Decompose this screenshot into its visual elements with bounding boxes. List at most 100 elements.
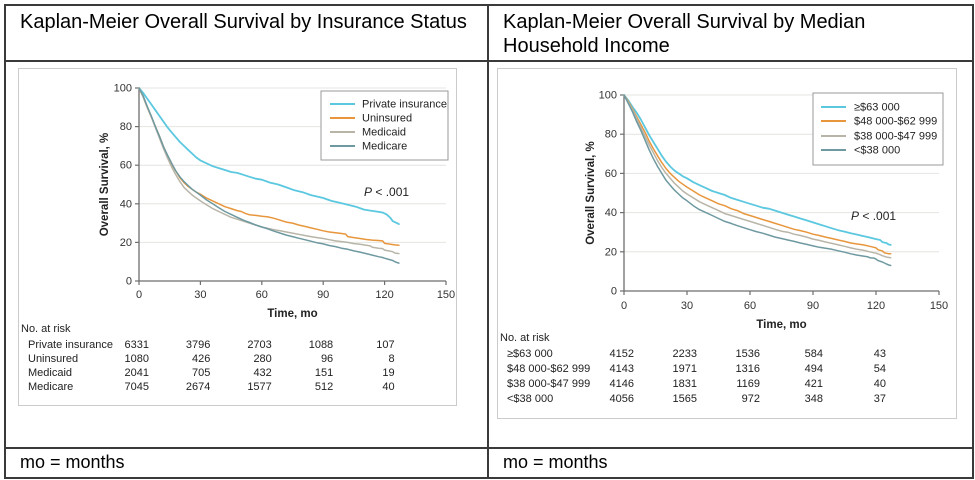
risk-value: 1831 [672, 378, 697, 390]
x-axis-title: Time, mo [267, 308, 317, 320]
x-tick-label: 60 [744, 300, 756, 312]
footer-left: mo = months [6, 447, 487, 477]
p-value: P < .001 [851, 209, 896, 223]
risk-row-label: $38 000-$47 999 [507, 378, 591, 390]
legend-label: Private insurance [362, 99, 447, 111]
risk-value: 43 [873, 348, 886, 360]
risk-row-label: $48 000-$62 999 [507, 363, 591, 375]
y-tick-label: 100 [114, 83, 132, 95]
risk-value: 151 [314, 367, 334, 379]
legend-label: ≥$63 000 [854, 102, 900, 114]
km-curve-2 [623, 94, 892, 255]
risk-value: 432 [253, 367, 272, 379]
risk-value: 7045 [124, 381, 149, 393]
x-tick-label: 0 [621, 300, 627, 312]
risk-value: 1536 [735, 348, 760, 360]
legend-label: Uninsured [362, 113, 412, 125]
legend-label: <$38 000 [854, 145, 900, 157]
km-chart-income: 0 30 60 90 120 150 0 20 40 60 80 100 Time, mo Overall… [585, 90, 948, 332]
y-tick-label: 40 [120, 198, 132, 210]
y-tick-label: 20 [605, 246, 617, 258]
risk-value: 107 [376, 339, 395, 351]
x-tick-label: 90 [807, 300, 819, 312]
y-axis-title: Overall Survival, % [99, 133, 111, 237]
y-axis-title: Overall Survival, % [585, 141, 597, 245]
risk-value: 4143 [609, 363, 634, 375]
y-tick-label: 80 [605, 129, 617, 141]
risk-value: 40 [382, 381, 395, 393]
risk-table: No. at risk ≥$63 000 4152 2233 1536 584 43 $48 … [498, 69, 956, 418]
km-figure-box: 0 30 60 90 120 150 0 20 40 60 80 100 Time, mo Overall… [18, 68, 457, 406]
risk-value: 1080 [124, 353, 149, 365]
x-tick-label: 150 [437, 289, 455, 301]
header-left: Kaplan-Meier Overall Survival by Insuran… [6, 6, 487, 60]
km-curve-4 [623, 94, 892, 267]
risk-value: 2674 [185, 381, 211, 393]
x-tick-label: 120 [867, 300, 885, 312]
y-tick-label: 40 [605, 207, 617, 219]
risk-row-label: Medicaid [28, 367, 73, 379]
risk-value: 972 [741, 393, 760, 405]
y-tick-label: 0 [126, 276, 132, 288]
risk-value: 1088 [308, 339, 334, 351]
km-curve-3 [623, 94, 892, 259]
risk-value: 1565 [672, 393, 697, 405]
risk-value: 705 [192, 367, 211, 379]
p-value: P < .001 [364, 185, 409, 199]
risk-value: 2041 [124, 367, 149, 379]
risk-value: 1971 [672, 363, 697, 375]
legend-box [320, 90, 449, 161]
footer-right-text: mo = months [503, 452, 608, 472]
risk-value: 421 [804, 378, 823, 390]
km-curve-4 [138, 87, 400, 264]
x-tick-label: 120 [375, 289, 393, 301]
risk-value: 8 [388, 353, 395, 365]
footer-left-text: mo = months [20, 452, 125, 472]
risk-value: 426 [192, 353, 211, 365]
risk-value: 6331 [124, 339, 149, 351]
x-tick-label: 60 [256, 289, 268, 301]
header-right-title-line1: Kaplan-Meier Overall Survival by Median [503, 11, 866, 33]
risk-value: 280 [253, 353, 272, 365]
km-curve-1 [623, 94, 892, 246]
risk-value: 37 [873, 393, 886, 405]
risk-value: 96 [320, 353, 334, 365]
risk-value: 3796 [185, 339, 211, 351]
x-axis-title: Time, mo [756, 319, 806, 331]
footer-right: mo = months [487, 447, 972, 477]
risk-value: 2703 [247, 339, 272, 351]
risk-table: No. at risk Private insurance 6331 3796 2703… [19, 69, 456, 405]
x-tick-label: 30 [681, 300, 693, 312]
risk-row-label: Uninsured [28, 353, 79, 365]
risk-value: 4152 [609, 348, 634, 360]
legend-label: $38 000-$47 999 [854, 131, 937, 143]
risk-value: 54 [873, 363, 886, 375]
legend-label: Medicare [362, 141, 407, 153]
risk-value: 1316 [735, 363, 760, 375]
risk-value: 348 [804, 393, 823, 405]
panel-household-income: 0 30 60 90 120 150 0 20 40 60 80 100 Time, mo Overall… [487, 60, 972, 447]
legend-label: $48 000-$62 999 [854, 116, 937, 128]
figure-table: Kaplan-Meier Overall Survival by Insuran… [4, 4, 974, 479]
risk-value: 40 [873, 378, 886, 390]
header-right-title-line2: Household Income [503, 35, 670, 57]
y-tick-label: 20 [120, 237, 132, 249]
km-figure-box: 0 30 60 90 120 150 0 20 40 60 80 100 Time, mo Overall… [497, 68, 957, 419]
risk-row-label: Private insurance [28, 339, 113, 351]
y-tick-label: 60 [120, 160, 132, 172]
legend-box [812, 92, 944, 166]
x-tick-label: 0 [136, 289, 142, 301]
panel-insurance-status: 0 30 60 90 120 150 0 20 40 60 80 100 Time, mo Overall… [6, 60, 487, 447]
risk-row-label: ≥$63 000 [507, 348, 553, 360]
y-tick-label: 60 [605, 168, 617, 180]
risk-value: 494 [804, 363, 823, 375]
risk-table-title: No. at risk [500, 332, 550, 344]
risk-value: 584 [804, 348, 823, 360]
risk-value: 4056 [609, 393, 634, 405]
x-tick-label: 30 [194, 289, 206, 301]
risk-value: 4146 [609, 378, 634, 390]
x-tick-label: 150 [930, 300, 948, 312]
risk-row-label: <$38 000 [507, 393, 554, 405]
y-tick-label: 100 [599, 90, 617, 102]
y-tick-label: 0 [611, 286, 617, 298]
